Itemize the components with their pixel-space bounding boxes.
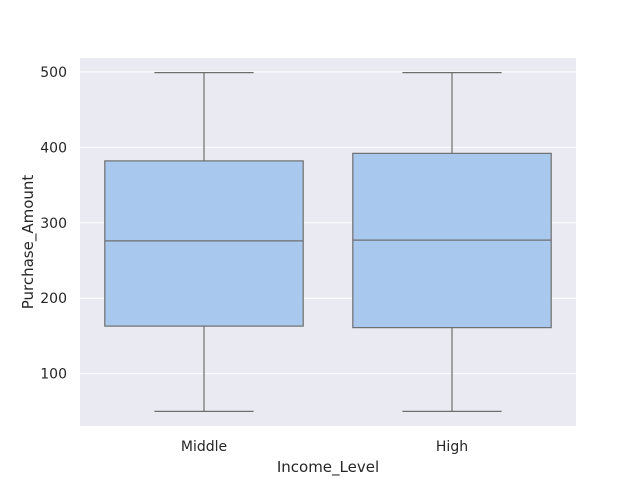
y-tick-labels: 100 200 300 400 500 xyxy=(40,65,67,383)
box-middle xyxy=(104,72,304,412)
x-tick-label-high: High xyxy=(436,439,468,455)
iqr-box-middle xyxy=(104,160,304,327)
y-tick-label-300: 300 xyxy=(40,216,67,232)
boxes xyxy=(104,72,552,412)
x-tick-label-middle: Middle xyxy=(181,439,227,455)
y-tick-label-500: 500 xyxy=(40,65,67,81)
y-tick-label-200: 200 xyxy=(40,291,67,307)
box-high xyxy=(352,72,552,412)
y-axis-label: Purchase_Amount xyxy=(19,175,38,310)
x-axis-label: Income_Level xyxy=(277,458,379,477)
y-tick-label-100: 100 xyxy=(40,367,67,383)
y-tick-label-400: 400 xyxy=(40,140,67,156)
x-tick-labels: Middle High xyxy=(181,439,468,455)
